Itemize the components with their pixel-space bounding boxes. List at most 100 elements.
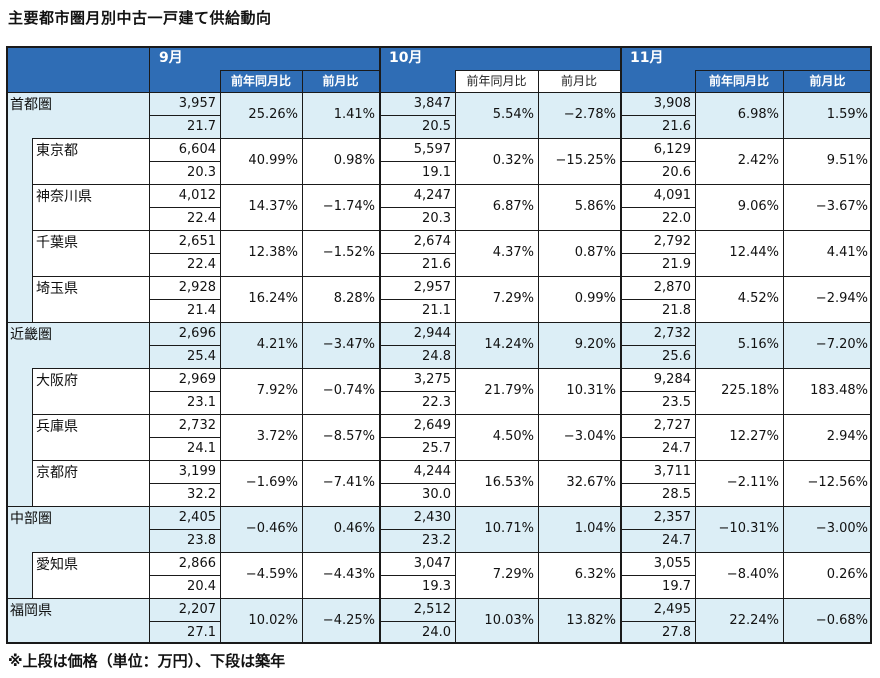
- cell-split-line: [379, 437, 455, 438]
- subheader-top-line: [455, 70, 620, 71]
- price-value: 2,649: [379, 414, 455, 437]
- cell-split-line: [620, 207, 695, 208]
- mom-change: −15.25%: [538, 138, 620, 184]
- building-age-value: 28.5: [620, 483, 695, 506]
- price-value: 2,870: [620, 276, 695, 299]
- cell-split-line: [620, 299, 695, 300]
- row-name: 東京都: [32, 138, 149, 184]
- subheader-mom: 前月比: [783, 70, 872, 92]
- building-age-value: 25.6: [620, 345, 695, 368]
- yoy-change: 5.16%: [695, 322, 783, 368]
- cell-split-line: [149, 161, 220, 162]
- mom-change: −7.20%: [783, 322, 872, 368]
- row-name: 兵庫県: [32, 414, 149, 460]
- yoy-change: 4.50%: [455, 414, 538, 460]
- price-value: 3,199: [149, 460, 220, 483]
- mom-change: 8.28%: [302, 276, 379, 322]
- yoy-change: 12.27%: [695, 414, 783, 460]
- cell-split-line: [379, 161, 455, 162]
- value-col-line: [220, 70, 221, 644]
- price-value: 2,651: [149, 230, 220, 253]
- cell-split-line: [620, 161, 695, 162]
- mom-change: 0.46%: [302, 506, 379, 552]
- cell-split-line: [379, 529, 455, 530]
- price-value: 6,129: [620, 138, 695, 161]
- value-col-line: [695, 70, 696, 644]
- row-name: 中部圏: [6, 506, 149, 552]
- cell-split-line: [379, 345, 455, 346]
- yoy-change: 10.71%: [455, 506, 538, 552]
- mom-change: −0.74%: [302, 368, 379, 414]
- yoy-change: 22.24%: [695, 598, 783, 644]
- yoy-change: 0.32%: [455, 138, 538, 184]
- yoy-change: 6.87%: [455, 184, 538, 230]
- yoy-change: −0.46%: [220, 506, 302, 552]
- name-col-line: [149, 46, 150, 644]
- building-age-value: 19.1: [379, 161, 455, 184]
- mom-change: 10.31%: [538, 368, 620, 414]
- yoy-change: 12.44%: [695, 230, 783, 276]
- building-age-value: 22.0: [620, 207, 695, 230]
- price-value: 2,405: [149, 506, 220, 529]
- mom-change: −3.47%: [302, 322, 379, 368]
- building-age-value: 24.8: [379, 345, 455, 368]
- mom-change: −4.43%: [302, 552, 379, 598]
- row-name: 首都圏: [6, 92, 149, 138]
- mom-change: 9.20%: [538, 322, 620, 368]
- building-age-value: 21.8: [620, 299, 695, 322]
- building-age-value: 27.1: [149, 621, 220, 644]
- yoy-change: 4.52%: [695, 276, 783, 322]
- mom-change: −12.56%: [783, 460, 872, 506]
- price-value: 5,597: [379, 138, 455, 161]
- cell-split-line: [149, 391, 220, 392]
- table-border-top: [6, 46, 872, 48]
- cell-split-line: [149, 253, 220, 254]
- cell-split-line: [149, 575, 220, 576]
- yoy-change: 225.18%: [695, 368, 783, 414]
- price-value: 2,792: [620, 230, 695, 253]
- supply-table: 9月 前年同月比 前月比 10月 前年同月比 前月比 11月 前年同月比 前月比 首都圏 3,957…: [6, 46, 872, 644]
- building-age-value: 21.6: [379, 253, 455, 276]
- price-value: 4,247: [379, 184, 455, 207]
- mom-change: −8.57%: [302, 414, 379, 460]
- price-value: 2,732: [149, 414, 220, 437]
- building-age-value: 32.2: [149, 483, 220, 506]
- building-age-value: 21.4: [149, 299, 220, 322]
- month-header: 9月: [149, 46, 379, 70]
- indent-line: [32, 138, 33, 184]
- mom-change: −3.67%: [783, 184, 872, 230]
- mom-change: −3.00%: [783, 506, 872, 552]
- block-divider: [620, 46, 622, 644]
- cell-split-line: [379, 253, 455, 254]
- yoy-change: 6.98%: [695, 92, 783, 138]
- cell-split-line: [379, 575, 455, 576]
- price-value: 2,512: [379, 598, 455, 621]
- price-value: 3,847: [379, 92, 455, 115]
- cell-split-line: [379, 207, 455, 208]
- building-age-value: 27.8: [620, 621, 695, 644]
- mom-change: 6.32%: [538, 552, 620, 598]
- cell-split-line: [620, 345, 695, 346]
- block-divider: [379, 46, 381, 644]
- price-value: 2,357: [620, 506, 695, 529]
- cell-split-line: [620, 115, 695, 116]
- price-value: 2,928: [149, 276, 220, 299]
- indent-line: [32, 460, 33, 506]
- cell-split-line: [149, 207, 220, 208]
- cell-split-line: [149, 345, 220, 346]
- pct-col-line: [783, 70, 784, 644]
- building-age-value: 23.5: [620, 391, 695, 414]
- building-age-value: 20.6: [620, 161, 695, 184]
- row-line: [32, 276, 872, 277]
- yoy-change: 10.02%: [220, 598, 302, 644]
- row-name: 埼玉県: [32, 276, 149, 322]
- mom-change: −4.25%: [302, 598, 379, 644]
- month-header: 11月: [620, 46, 872, 70]
- row-name: 大阪府: [32, 368, 149, 414]
- price-value: 4,012: [149, 184, 220, 207]
- mom-change: 2.94%: [783, 414, 872, 460]
- row-line: [6, 506, 872, 507]
- mom-change: 1.04%: [538, 506, 620, 552]
- building-age-value: 25.7: [379, 437, 455, 460]
- price-value: 2,957: [379, 276, 455, 299]
